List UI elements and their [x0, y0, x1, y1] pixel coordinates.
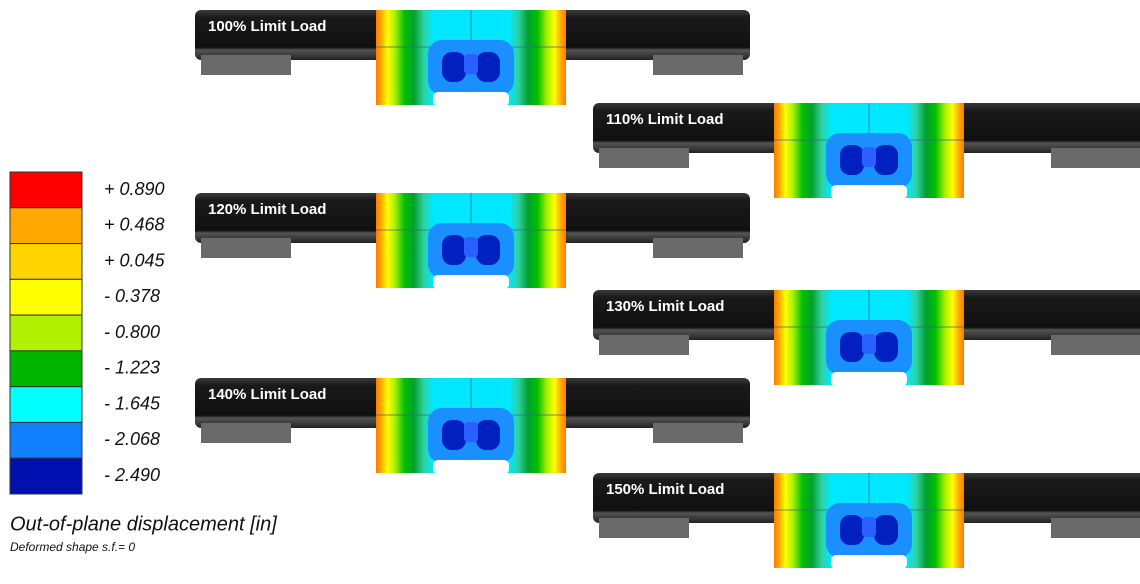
legend-swatch: [10, 172, 82, 208]
legend-label: + 0.468: [104, 215, 165, 235]
core-center: [464, 54, 478, 74]
core: [840, 145, 864, 175]
legend-label: + 0.890: [104, 179, 165, 199]
core-center: [464, 237, 478, 257]
notch: [831, 372, 907, 386]
legend-label: + 0.045: [104, 250, 166, 270]
pad: [201, 238, 291, 258]
pad: [599, 518, 689, 538]
contour-panel: 120% Limit Load: [195, 193, 750, 289]
core: [476, 420, 500, 450]
legend-swatch: [10, 351, 82, 387]
contour-panel: 100% Limit Load: [195, 10, 750, 106]
legend-label: - 1.223: [104, 358, 160, 378]
legend-label: - 2.490: [104, 465, 160, 485]
core: [874, 145, 898, 175]
core-center: [464, 422, 478, 442]
panel-label: 150% Limit Load: [606, 481, 724, 498]
panel-label: 100% Limit Load: [208, 18, 326, 35]
notch: [831, 185, 907, 199]
contour-panel: 130% Limit Load: [593, 290, 1140, 386]
legend-swatch: [10, 458, 82, 494]
panel-label: 140% Limit Load: [208, 386, 326, 403]
core: [840, 515, 864, 545]
core-center: [862, 334, 876, 354]
contour-panel: 140% Limit Load: [195, 378, 750, 474]
legend-swatch: [10, 244, 82, 280]
legend-swatch: [10, 315, 82, 351]
notch: [433, 460, 509, 474]
pad: [653, 55, 743, 75]
core: [442, 235, 466, 265]
contour-panel: 150% Limit Load: [593, 473, 1140, 569]
pad: [599, 335, 689, 355]
core-center: [862, 147, 876, 167]
core-center: [862, 517, 876, 537]
panel-label: 120% Limit Load: [208, 201, 326, 218]
legend-swatch: [10, 422, 82, 458]
legend-label: - 2.068: [104, 429, 160, 449]
panel-label: 130% Limit Load: [606, 298, 724, 315]
pad: [201, 423, 291, 443]
pad: [599, 148, 689, 168]
notch: [433, 275, 509, 289]
pad: [653, 238, 743, 258]
figure: Out-of-plane displacement [in] Deformed …: [0, 0, 1140, 584]
core: [476, 52, 500, 82]
notch: [831, 555, 907, 569]
caption-title: Out-of-plane displacement [in]: [10, 513, 277, 535]
pad: [1051, 518, 1140, 538]
pad: [201, 55, 291, 75]
legend-label: - 0.800: [104, 322, 160, 342]
legend-label: - 0.378: [104, 286, 160, 306]
caption-subtitle: Deformed shape s.f.= 0: [10, 540, 135, 554]
figure-canvas: Out-of-plane displacement [in] Deformed …: [0, 0, 1140, 584]
pad: [1051, 148, 1140, 168]
core: [840, 332, 864, 362]
core: [874, 332, 898, 362]
core: [476, 235, 500, 265]
legend-swatch: [10, 387, 82, 423]
notch: [433, 92, 509, 106]
legend-label: - 1.645: [104, 393, 161, 413]
pad: [1051, 335, 1140, 355]
panel-label: 110% Limit Load: [606, 111, 724, 128]
legend-swatch: [10, 208, 82, 244]
core: [442, 52, 466, 82]
pad: [653, 423, 743, 443]
core: [442, 420, 466, 450]
legend-swatch: [10, 279, 82, 315]
contour-panel: 110% Limit Load: [593, 103, 1140, 199]
core: [874, 515, 898, 545]
